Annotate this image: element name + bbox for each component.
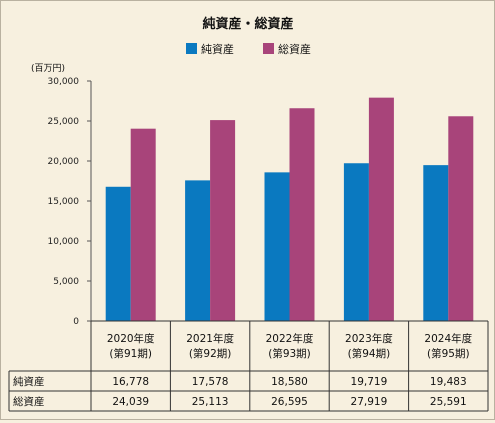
legend-label-2: 総資産	[278, 42, 311, 56]
y-tick-label: 15,000	[48, 197, 80, 207]
table-cell: 25,113	[192, 396, 229, 408]
table-cell: 19,483	[430, 376, 467, 388]
unit-label: (百万円)	[31, 63, 65, 74]
category-year-label: 2022年度	[266, 332, 314, 345]
category-year-label: 2020年度	[107, 332, 155, 345]
bars	[105, 97, 474, 322]
legend: 純資産 総資産	[186, 42, 311, 56]
table-row-label: 純資産	[13, 375, 45, 388]
bar-total-assets-1	[130, 128, 156, 321]
category-term-label: (第95期)	[427, 347, 470, 360]
chart-title: 純資産・総資産	[202, 16, 293, 32]
bar-total-assets-2	[210, 120, 236, 321]
category-term-label: (第93期)	[268, 347, 311, 360]
y-tick-label: 5,000	[53, 277, 79, 287]
table-row-label: 総資産	[13, 395, 45, 408]
bar-net-assets-2	[185, 180, 211, 321]
bar-total-assets-3	[289, 108, 315, 322]
y-tick-label: 10,000	[48, 237, 80, 247]
category-year-label: 2021年度	[186, 332, 234, 345]
table-cell: 18,580	[271, 376, 308, 388]
y-tick-label: 20,000	[48, 157, 80, 167]
table-cell: 27,919	[351, 396, 388, 408]
bar-net-assets-4	[343, 163, 369, 321]
category-year-label: 2023年度	[345, 332, 393, 345]
y-tick-label: 25,000	[48, 117, 80, 127]
bar-total-assets-4	[368, 97, 394, 321]
category-year-label: 2024年度	[424, 332, 472, 345]
bar-net-assets-1	[105, 186, 131, 321]
table-cell: 19,719	[351, 376, 388, 388]
data-table: 2020年度 (第91期) 2021年度 (第92期) 2022年度 (第93期) 2023…	[8, 320, 489, 412]
y-tick-label: 0	[73, 317, 79, 327]
legend-swatch-1	[186, 43, 197, 54]
table-cell: 17,578	[192, 376, 229, 388]
table-cell: 16,778	[112, 376, 149, 388]
bar-total-assets-5	[448, 116, 474, 321]
y-axis: 30,000 25,000 20,000 15,000 10,000 5,000 0	[48, 77, 92, 327]
legend-label-1: 純資産	[201, 43, 234, 56]
bar-net-assets-3	[264, 172, 290, 321]
category-term-label: (第94期)	[348, 347, 391, 360]
table-cell: 25,591	[430, 396, 467, 408]
category-term-label: (第92期)	[189, 347, 232, 360]
y-tick-label: 30,000	[48, 77, 80, 87]
category-term-label: (第91期)	[109, 347, 152, 360]
legend-swatch-2	[263, 43, 274, 54]
bar-net-assets-5	[423, 165, 449, 321]
table-cell: 26,595	[271, 396, 308, 408]
table-cell: 24,039	[112, 396, 149, 408]
